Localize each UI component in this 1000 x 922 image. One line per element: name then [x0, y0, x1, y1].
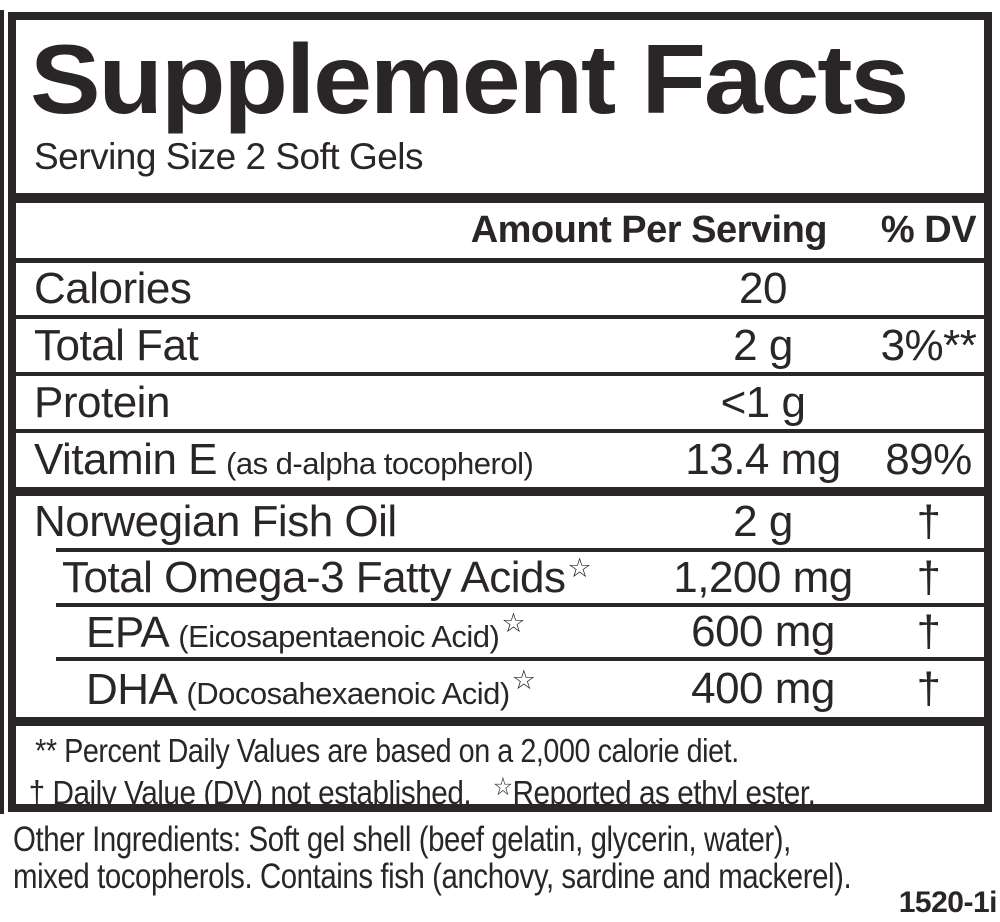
table-row-fish-oil: Norwegian Fish Oil 2 g † — [16, 496, 984, 548]
title-block: Supplement Facts Serving Size 2 Soft Gel… — [16, 20, 984, 193]
nutrient-name: Total Omega-3 Fatty Acids — [62, 553, 566, 602]
amount-value: 2 g — [733, 497, 793, 546]
table-row-omega3: Total Omega-3 Fatty Acids☆ 1,200 mg † — [16, 552, 984, 603]
dv-value: 89% — [885, 435, 972, 484]
table-header-row: Amount Per Serving % DV — [16, 203, 984, 258]
amount-value: 1,200 mg — [673, 552, 853, 602]
nutrient-note: (Docosahexaenoic Acid) — [186, 675, 510, 711]
dagger-symbol: † — [916, 552, 941, 602]
nutrient-name: DHA — [86, 664, 178, 714]
divider — [16, 372, 984, 376]
divider — [16, 258, 984, 263]
nutrient-note: (as d-alpha tocopherol) — [226, 446, 534, 481]
nutrient-name: Norwegian Fish Oil — [34, 497, 397, 546]
nutrient-name: Protein — [34, 377, 170, 427]
amount-per-serving-header: Amount Per Serving — [470, 209, 828, 251]
panel-title: Supplement Facts — [30, 24, 909, 134]
other-ingredients-line2: mixed tocopherols. Contains fish (anchov… — [13, 857, 852, 896]
part-number: 1520-1i — [898, 886, 998, 919]
divider — [16, 315, 984, 319]
nutrient-name: Calories — [34, 264, 192, 313]
print-trim-mark — [0, 10, 4, 814]
table-row-vitamin-e: Vitamin E (as d-alpha tocopherol) 13.4 mg… — [16, 433, 984, 487]
star-symbol: ☆ — [567, 553, 592, 583]
dv-value: 3%** — [880, 320, 977, 370]
divider-indented — [56, 603, 984, 607]
amount-value: <1 g — [720, 377, 806, 427]
amount-value: 20 — [739, 264, 787, 313]
footnote-percent-dv: ** Percent Daily Values are based on a 2… — [35, 732, 739, 769]
nutrient-name: EPA — [86, 607, 170, 657]
star-symbol: ☆ — [501, 607, 526, 638]
other-ingredients-line1: Other Ingredients: Soft gel shell (beef … — [13, 820, 791, 859]
footnotes: ** Percent Daily Values are based on a 2… — [16, 726, 984, 811]
star-symbol: ☆ — [492, 773, 513, 801]
table-row-protein: Protein <1 g — [16, 376, 984, 429]
divider — [16, 429, 984, 433]
other-ingredients: Other Ingredients: Soft gel shell (beef … — [13, 821, 1000, 895]
percent-dv-header: % DV — [880, 209, 977, 251]
divider-indented — [56, 548, 984, 552]
footnote-ester-text: Reported as ethyl ester. — [512, 774, 816, 811]
section-bar-bottom — [16, 717, 984, 726]
nutrient-name: Vitamin E — [34, 435, 218, 484]
table-row-epa: EPA (Eicosapentaenoic Acid)☆ 600 mg † — [16, 607, 984, 657]
section-bar-top — [16, 193, 984, 203]
amount-value: 400 mg — [691, 664, 835, 713]
amount-value: 600 mg — [691, 607, 835, 656]
section-bar-middle — [16, 487, 984, 496]
table-row-calories: Calories 20 — [16, 263, 984, 315]
star-symbol: ☆ — [511, 664, 536, 695]
footnote-dagger-text: † Daily Value (DV) not established. — [28, 774, 472, 811]
nutrient-note: (Eicosapentaenoic Acid) — [178, 618, 500, 654]
table-row-dha: DHA (Docosahexaenoic Acid)☆ 400 mg † — [16, 661, 984, 717]
table-row-total-fat: Total Fat 2 g 3%** — [16, 319, 984, 372]
supplement-facts-panel: Supplement Facts Serving Size 2 Soft Gel… — [8, 12, 992, 812]
amount-value: 2 g — [733, 320, 793, 370]
dagger-symbol: † — [916, 664, 941, 713]
dagger-symbol: † — [916, 497, 941, 546]
footnote-dagger-and-ester: † Daily Value (DV) not established. ☆Repo… — [16, 769, 887, 811]
divider-indented — [56, 657, 984, 661]
serving-size: Serving Size 2 Soft Gels — [34, 135, 424, 177]
dagger-symbol: † — [916, 607, 941, 656]
nutrient-name: Total Fat — [34, 320, 199, 370]
amount-value: 13.4 mg — [685, 435, 841, 484]
